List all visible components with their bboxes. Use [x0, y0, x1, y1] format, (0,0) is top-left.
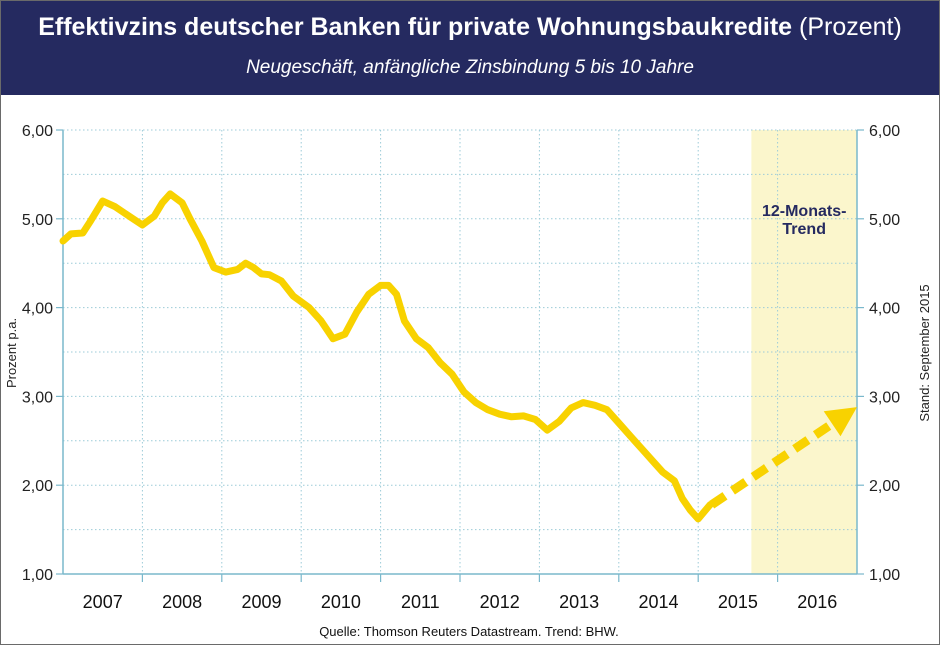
trend-label-line: 12-Monats- [762, 203, 846, 220]
x-tick-label: 2011 [401, 592, 440, 612]
y-tick-label-left: 2,00 [22, 478, 53, 495]
y-tick-label-left: 3,00 [22, 389, 53, 406]
y-axis-label: Prozent p.a. [4, 318, 19, 388]
x-tick-label: 2010 [321, 592, 361, 612]
y-tick-label-right: 3,00 [869, 389, 900, 406]
grid-layer [63, 129, 857, 575]
y-tick-label-left: 4,00 [22, 301, 53, 318]
y-tick-label-left: 6,00 [22, 123, 53, 140]
x-tick-label: 2008 [162, 592, 202, 612]
chart-header: Effektivzins deutscher Banken für privat… [1, 1, 939, 95]
y-tick-label-right: 5,00 [869, 212, 900, 229]
y-tick-label-right: 6,00 [869, 123, 900, 140]
y-tick-label-right: 1,00 [869, 567, 900, 584]
x-tick-label: 2015 [718, 592, 758, 612]
chart-subtitle: Neugeschäft, anfängliche Zinsbindung 5 b… [246, 57, 694, 78]
series-layer [59, 190, 857, 523]
trend-arrow-head [823, 407, 857, 437]
x-tick-label: 2007 [83, 592, 123, 612]
axes-layer [56, 129, 864, 582]
x-tick-labels: 2007 2008 2009 2010 2011 2012 2013 2014 2015 2016 [83, 592, 838, 612]
y-tick-label-left: 5,00 [22, 212, 53, 229]
y-tick-labels: 1,00 1,00 2,00 2,00 3,00 3,00 4,00 4,00 5,00 5,00… [22, 123, 900, 584]
y-tick-label-right: 2,00 [869, 478, 900, 495]
y-tick-label-right: 4,00 [869, 301, 900, 318]
y-tick-label-left: 1,00 [22, 567, 53, 584]
x-tick-label: 2009 [241, 592, 281, 612]
x-tick-label: 2016 [797, 592, 837, 612]
chart-title-text: Effektivzins deutscher Banken für privat… [38, 13, 793, 41]
trend-label-line: Trend [782, 221, 826, 238]
series-line-effektivzins [59, 190, 714, 523]
chart-title: Effektivzins deutscher Banken für privat… [1, 13, 939, 42]
x-tick-label: 2014 [638, 592, 678, 612]
trend-label: 12-Monats-Trend [762, 203, 846, 238]
y-axis-label-right: Stand: September 2015 [917, 284, 932, 421]
x-tick-label: 2013 [559, 592, 599, 612]
chart-title-unit: (Prozent) [799, 13, 902, 41]
x-tick-label: 2012 [480, 592, 520, 612]
source-note: Quelle: Thomson Reuters Datastream. Tren… [319, 624, 619, 639]
